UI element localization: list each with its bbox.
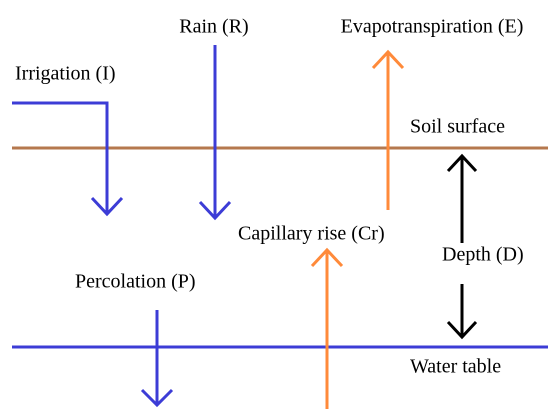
irrigation-arrowhead xyxy=(90,196,124,217)
capillary-rise-label: Capillary rise (Cr) xyxy=(238,223,385,245)
evapotranspiration-label: Evapotranspiration (E) xyxy=(341,16,524,38)
depth-arrowhead-up xyxy=(446,153,478,173)
rain-label: Rain (R) xyxy=(179,16,248,38)
irrigation-arrow xyxy=(12,101,109,214)
capillary-rise-arrowhead xyxy=(310,247,344,268)
water-table-label: Water table xyxy=(410,356,501,378)
percolation-label: Percolation (P) xyxy=(75,271,196,293)
soil-surface-label: Soil surface xyxy=(410,116,505,138)
depth-label: Depth (D) xyxy=(442,244,524,266)
percolation-arrowhead xyxy=(140,388,174,408)
depth-arrowhead-down xyxy=(446,320,478,340)
evapotranspiration-arrowhead xyxy=(371,49,405,70)
irrigation-label: Irrigation (I) xyxy=(15,63,116,85)
rain-arrowhead xyxy=(198,200,232,221)
